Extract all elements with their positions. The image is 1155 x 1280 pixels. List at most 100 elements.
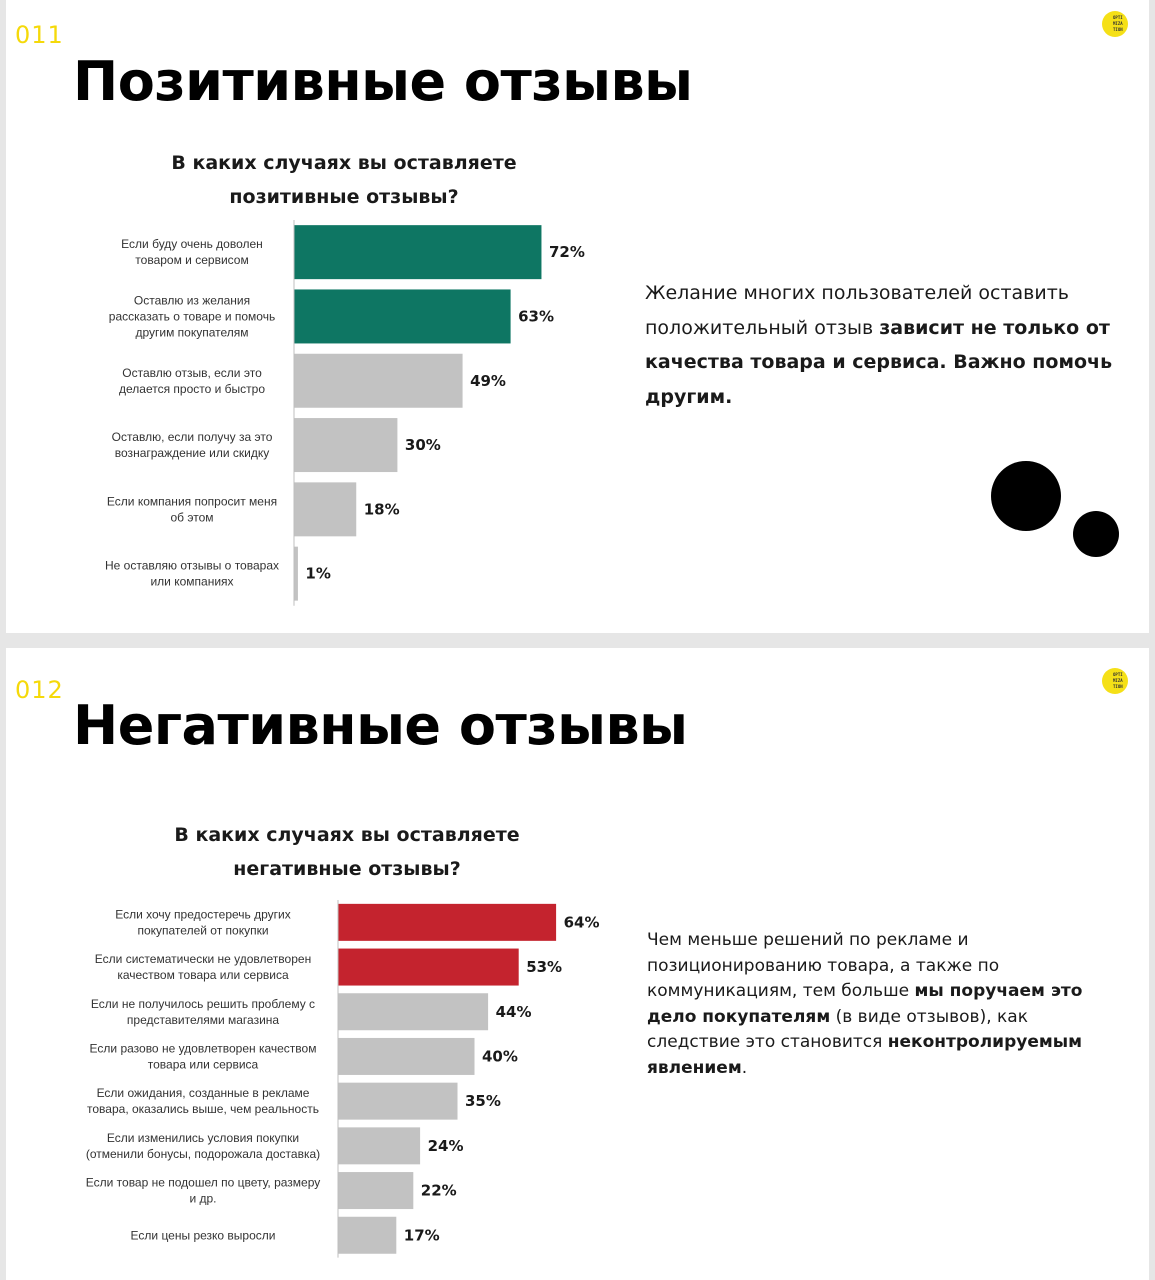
side-text-bold: неконтролируемым явлением xyxy=(647,1032,1083,1078)
bar xyxy=(338,1216,397,1254)
page-title: Негативные отзывы xyxy=(73,694,688,757)
category-label-line: или компаниях xyxy=(150,575,233,589)
category-label-line: Если систематически не удовлетворен xyxy=(95,952,311,966)
bar xyxy=(338,1127,421,1165)
category-label-line: Если не получилось решить проблему с xyxy=(91,997,315,1011)
category-label: Если товар не подошел по цвету, размеру и… xyxy=(86,1176,321,1206)
decorative-circle-large xyxy=(991,461,1061,531)
bar xyxy=(338,1172,414,1210)
category-label: Если хочу предостеречь других покупателей… xyxy=(115,907,290,937)
data-label: 35% xyxy=(465,1092,501,1110)
category-label: Если компания попросит меня об этом xyxy=(107,494,277,524)
data-label: 17% xyxy=(404,1226,440,1244)
category-label: Если систематически не удовлетворен качес… xyxy=(95,952,311,982)
side-text-run: Желание многих пользователей оставить по… xyxy=(645,282,1069,339)
category-label-line: Оставлю из желания xyxy=(134,293,250,307)
bar-chart-negative: 64% Если хочу предостеречь других покупате… xyxy=(86,900,600,1258)
optimization-logo: OPTI MIZA TION xyxy=(1102,668,1132,698)
optimization-logo: OPTI MIZA TION xyxy=(1102,11,1132,41)
category-label-line: вознаграждение или скидку xyxy=(115,446,269,460)
slide-number: 011 xyxy=(15,21,64,49)
category-label-line: покупателей от покупки xyxy=(137,923,268,937)
bar xyxy=(294,546,298,601)
data-label: 1% xyxy=(305,565,330,583)
category-label-line: товара или сервиса xyxy=(148,1057,259,1071)
data-label: 30% xyxy=(405,436,441,454)
side-text: Желание многих пользователей оставить по… xyxy=(645,276,1115,414)
category-label: Оставлю, если получу за это вознаграждени… xyxy=(112,430,273,460)
decorative-circle-small xyxy=(1073,511,1119,557)
bar xyxy=(338,948,519,986)
data-label: 24% xyxy=(428,1137,464,1155)
category-label: Если ожидания, созданные в рекламе товара… xyxy=(87,1086,319,1116)
category-label-line: об этом xyxy=(170,510,213,524)
category-label: Если разово не удовлетворен качеством тов… xyxy=(90,1041,317,1071)
side-text-bold: мы поручаем это дело покупателям xyxy=(647,981,1083,1027)
category-label: Если буду очень доволен товаром и сервисо… xyxy=(121,237,263,267)
side-text-run: (в виде отзывов), как следствие это стан… xyxy=(647,1006,1028,1053)
bar xyxy=(294,418,398,473)
bar xyxy=(294,289,511,344)
bar xyxy=(338,1082,458,1120)
logo-text: OPTI MIZA TION xyxy=(1113,672,1123,689)
category-label-line: Если компания попросит меня xyxy=(107,494,277,508)
side-text-run: . xyxy=(741,1057,748,1078)
category-label-line: Если хочу предостеречь других xyxy=(115,907,290,921)
data-label: 49% xyxy=(470,372,506,390)
side-text-run: Чем меньше решений по рекламе и позицион… xyxy=(647,930,1000,1002)
side-text: Чем меньше решений по рекламе и позицион… xyxy=(647,928,1087,1082)
bar xyxy=(338,993,489,1031)
category-label-line: Если товар не подошел по цвету, размеру xyxy=(86,1176,321,1190)
data-label: 72% xyxy=(549,243,585,261)
logo-dot xyxy=(1102,668,1128,694)
category-label-line: и др. xyxy=(189,1192,216,1206)
category-label-line: рассказать о товаре и помочь xyxy=(109,309,275,323)
chart-title-line: позитивные отзывы? xyxy=(229,186,459,208)
category-label-line: Если изменились условия покупки xyxy=(107,1131,299,1145)
logo-dot xyxy=(1102,11,1128,37)
category-label-line: качеством товара или сервиса xyxy=(117,968,289,982)
slide-positive-reviews: 011 OPTI MIZA TION Позитивные отзывы В к… xyxy=(6,0,1149,633)
category-label-line: представителями магазина xyxy=(127,1013,280,1027)
logo-text: OPTI MIZA TION xyxy=(1113,15,1123,32)
category-label-line: товаром и сервисом xyxy=(135,253,248,267)
category-label: Если цены резко выросли xyxy=(131,1228,276,1242)
category-label-line: Если цены резко выросли xyxy=(131,1228,276,1242)
bar xyxy=(294,482,357,537)
bar-chart-positive: 72% Если буду очень доволен товаром и серв… xyxy=(105,220,585,606)
category-label-line: Если буду очень доволен xyxy=(121,237,263,251)
data-label: 22% xyxy=(421,1182,457,1200)
data-label: 63% xyxy=(518,307,554,325)
bar xyxy=(294,353,463,408)
category-label-line: (отменили бонусы, подорожала доставка) xyxy=(86,1147,320,1161)
data-label: 53% xyxy=(526,958,562,976)
category-label-line: Если ожидания, созданные в рекламе xyxy=(97,1086,310,1100)
chart-title: В каких случаях вы оставляете негативные… xyxy=(147,818,547,886)
side-text-bold: зависит не только от качества товара и с… xyxy=(645,316,1113,408)
category-label-line: Если разово не удовлетворен качеством xyxy=(90,1041,317,1055)
slide-negative-reviews: 012 OPTI MIZA TION Негативные отзывы В к… xyxy=(6,648,1149,1280)
slide-number: 012 xyxy=(15,676,64,704)
category-label-line: делается просто и быстро xyxy=(119,382,265,396)
data-label: 40% xyxy=(482,1047,518,1065)
data-label: 18% xyxy=(364,500,400,518)
category-label-line: Оставлю отзыв, если это xyxy=(122,366,262,380)
category-label: Оставлю из желания рассказать о товаре и … xyxy=(109,293,275,339)
category-label-line: Не оставляю отзывы о товарах xyxy=(105,559,279,573)
bar xyxy=(338,903,557,941)
category-label-line: другим покупателям xyxy=(135,325,248,339)
chart-title-line: В каких случаях вы оставляете xyxy=(174,824,520,846)
page-title: Позитивные отзывы xyxy=(73,50,693,113)
chart-title-line: В каких случаях вы оставляете xyxy=(171,152,517,174)
data-label: 44% xyxy=(496,1003,532,1021)
category-label: Не оставляю отзывы о товарах или компания… xyxy=(105,559,279,589)
bar xyxy=(294,225,542,280)
chart-title-line: негативные отзывы? xyxy=(233,858,461,880)
bar xyxy=(338,1037,475,1075)
category-label: Оставлю отзыв, если это делается просто и… xyxy=(119,366,265,396)
data-label: 64% xyxy=(564,913,600,931)
category-label-line: товара, оказались выше, чем реальность xyxy=(87,1102,319,1116)
category-label: Если не получилось решить проблему с пред… xyxy=(91,997,315,1027)
category-label-line: Оставлю, если получу за это xyxy=(112,430,273,444)
chart-title: В каких случаях вы оставляете позитивные… xyxy=(144,146,544,214)
